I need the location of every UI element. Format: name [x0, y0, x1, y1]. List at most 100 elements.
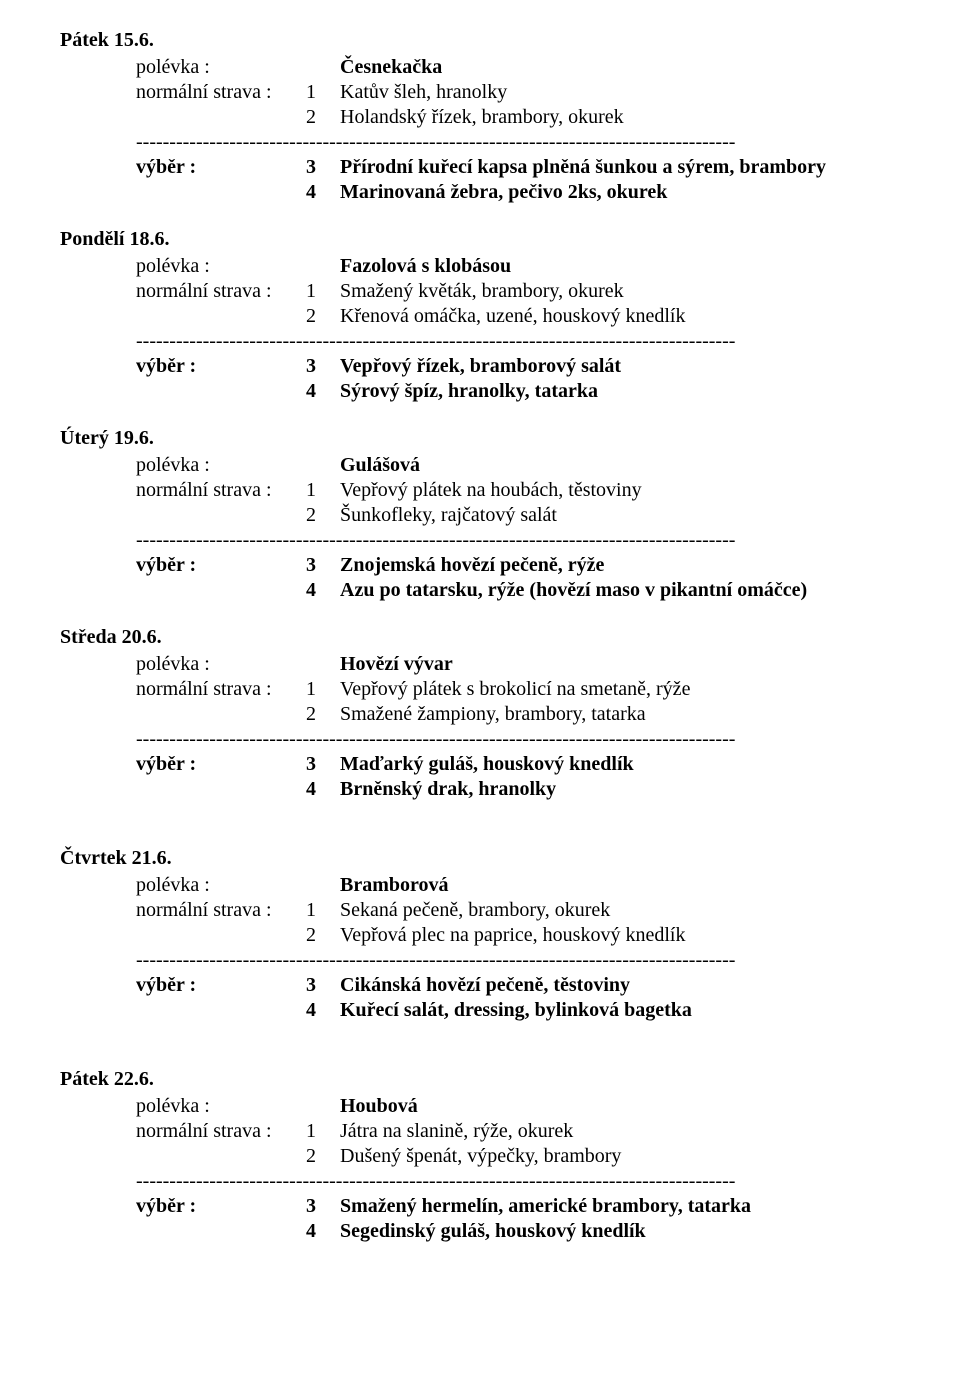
soup-num	[306, 453, 340, 478]
normal-label: normální strava :	[136, 478, 306, 503]
day-date: Pátek 22.6.	[60, 1067, 900, 1092]
vyber-num: 4	[306, 998, 340, 1023]
vyber-label	[136, 777, 306, 802]
vyber-text: Přírodní kuřecí kapsa plněná šunkou a sý…	[340, 155, 900, 180]
soup-num	[306, 55, 340, 80]
normal-num: 1	[306, 677, 340, 702]
vyber-label: výběr :	[136, 553, 306, 578]
day-block: Pátek 15.6.polévka : Česnekačka normální s…	[60, 28, 900, 205]
soup-name: Gulášová	[340, 453, 900, 478]
soup-row: polévka : Gulášová	[60, 453, 900, 478]
vyber-text: Segedinský guláš, houskový knedlík	[340, 1219, 900, 1244]
vyber-row: 4Kuřecí salát, dressing, bylinková baget…	[60, 998, 900, 1023]
vyber-row: výběr :3Cikánská hovězí pečeně, těstovin…	[60, 973, 900, 998]
normal-label	[136, 702, 306, 727]
normal-row: normální strava :1Vepřový plátek na houb…	[60, 478, 900, 503]
normal-row: 2Dušený špenát, výpečky, brambory	[60, 1144, 900, 1169]
divider: ----------------------------------------…	[60, 1169, 900, 1194]
vyber-label	[136, 379, 306, 404]
soup-row: polévka : Bramborová	[60, 873, 900, 898]
soup-label: polévka :	[136, 55, 306, 80]
soup-name: Bramborová	[340, 873, 900, 898]
soup-label: polévka :	[136, 652, 306, 677]
soup-row: polévka : Česnekačka	[60, 55, 900, 80]
vyber-num: 3	[306, 1194, 340, 1219]
normal-num: 2	[306, 702, 340, 727]
normal-text: Sekaná pečeně, brambory, okurek	[340, 898, 900, 923]
vyber-row: výběr :3Smažený hermelín, americké bramb…	[60, 1194, 900, 1219]
normal-label	[136, 304, 306, 329]
soup-label: polévka :	[136, 453, 306, 478]
soup-num	[306, 254, 340, 279]
vyber-label	[136, 180, 306, 205]
vyber-row: 4Azu po tatarsku, rýže (hovězí maso v pi…	[60, 578, 900, 603]
soup-label: polévka :	[136, 254, 306, 279]
normal-row: normální strava :1Sekaná pečeně, brambor…	[60, 898, 900, 923]
vyber-text: Cikánská hovězí pečeně, těstoviny	[340, 973, 900, 998]
vyber-label: výběr :	[136, 1194, 306, 1219]
day-block: Čtvrtek 21.6.polévka :Bramborovánormální…	[60, 846, 900, 1023]
vyber-num: 4	[306, 1219, 340, 1244]
normal-num: 2	[306, 503, 340, 528]
divider: ----------------------------------------…	[60, 948, 900, 973]
vyber-text: Kuřecí salát, dressing, bylinková bagetk…	[340, 998, 900, 1023]
vyber-row: výběr :3Přírodní kuřecí kapsa plněná šun…	[60, 155, 900, 180]
vyber-label	[136, 1219, 306, 1244]
normal-num: 2	[306, 105, 340, 130]
soup-name: Hovězí vývar	[340, 652, 900, 677]
vyber-label: výběr :	[136, 973, 306, 998]
normal-row: 2Křenová omáčka, uzené, houskový knedlík	[60, 304, 900, 329]
day-block: Pátek 22.6.polévka :Houbovánormální stra…	[60, 1067, 900, 1244]
normal-label: normální strava :	[136, 279, 306, 304]
normal-num: 2	[306, 923, 340, 948]
normal-row: 2Vepřová plec na paprice, houskový knedl…	[60, 923, 900, 948]
vyber-text: Smažený hermelín, americké brambory, tat…	[340, 1194, 900, 1219]
normal-row: normální strava :1Vepřový plátek s broko…	[60, 677, 900, 702]
soup-row: polévka : Hovězí vývar	[60, 652, 900, 677]
soup-row: polévka :Fazolová s klobásou	[60, 254, 900, 279]
vyber-text: Znojemská hovězí pečeně, rýže	[340, 553, 900, 578]
vyber-row: výběr :3Vepřový řízek, bramborový salát	[60, 354, 900, 379]
normal-text: Křenová omáčka, uzené, houskový knedlík	[340, 304, 900, 329]
normal-text: Šunkofleky, rajčatový salát	[340, 503, 900, 528]
vyber-label	[136, 578, 306, 603]
normal-num: 2	[306, 304, 340, 329]
soup-num	[306, 873, 340, 898]
vyber-row: 4Marinovaná žebra, pečivo 2ks, okurek	[60, 180, 900, 205]
vyber-num: 3	[306, 752, 340, 777]
vyber-num: 4	[306, 180, 340, 205]
vyber-num: 3	[306, 553, 340, 578]
day-date: Úterý 19.6.	[60, 426, 900, 451]
vyber-row: 4Brněnský drak, hranolky	[60, 777, 900, 802]
vyber-label	[136, 998, 306, 1023]
normal-label	[136, 1144, 306, 1169]
day-block: Středa 20.6.polévka : Hovězí vývarnormáln…	[60, 625, 900, 802]
vyber-row: výběr :3Maďarký guláš, houskový knedlík	[60, 752, 900, 777]
day-date: Středa 20.6.	[60, 625, 900, 650]
day-date: Pátek 15.6.	[60, 28, 900, 53]
normal-text: Dušený špenát, výpečky, brambory	[340, 1144, 900, 1169]
normal-text: Smažené žampiony, brambory, tatarka	[340, 702, 900, 727]
day-date: Pondělí 18.6.	[60, 227, 900, 252]
divider: ----------------------------------------…	[60, 130, 900, 155]
vyber-text: Azu po tatarsku, rýže (hovězí maso v pik…	[340, 578, 900, 603]
divider: ----------------------------------------…	[60, 727, 900, 752]
normal-num: 2	[306, 1144, 340, 1169]
vyber-text: Maďarký guláš, houskový knedlík	[340, 752, 900, 777]
soup-name: Česnekačka	[340, 55, 900, 80]
menu-document: Pátek 15.6.polévka :Česnekačkanormální s…	[60, 28, 900, 1244]
normal-text: Vepřový plátek na houbách, těstoviny	[340, 478, 900, 503]
vyber-num: 3	[306, 354, 340, 379]
day-block: Pondělí 18.6.polévka :Fazolová s klobáso…	[60, 227, 900, 404]
normal-text: Játra na slanině, rýže, okurek	[340, 1119, 900, 1144]
vyber-text: Brněnský drak, hranolky	[340, 777, 900, 802]
normal-text: Katův šleh, hranolky	[340, 80, 900, 105]
normal-text: Vepřový plátek s brokolicí na smetaně, r…	[340, 677, 900, 702]
soup-label: polévka :	[136, 873, 306, 898]
soup-label: polévka :	[136, 1094, 306, 1119]
vyber-label: výběr :	[136, 354, 306, 379]
vyber-text: Sýrový špíz, hranolky, tatarka	[340, 379, 900, 404]
normal-num: 1	[306, 279, 340, 304]
vyber-label: výběr :	[136, 155, 306, 180]
normal-label: normální strava :	[136, 80, 306, 105]
